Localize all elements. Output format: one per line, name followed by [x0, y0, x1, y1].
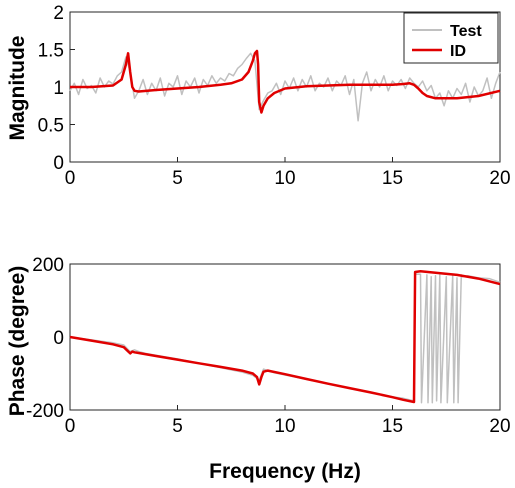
phase-x-tick-label: 5	[172, 416, 183, 437]
magnitude-x-tick-label: 15	[382, 168, 403, 189]
phase-x-tick-label: 0	[65, 416, 76, 437]
magnitude-y-ticks: 0 0.5 1 1.5 2	[38, 3, 75, 174]
magnitude-y-tick-label: 2	[53, 3, 64, 24]
magnitude-series-test	[69, 52, 501, 122]
magnitude-y-tick-label: 0	[53, 153, 64, 174]
phase-y-tick-label: 0	[53, 328, 64, 349]
legend-label-id: ID	[450, 43, 466, 60]
phase-x-tick-label: 10	[274, 416, 295, 437]
magnitude-y-tick-label: 1	[53, 78, 64, 99]
magnitude-x-tick-label: 0	[65, 168, 76, 189]
phase-x-tick-label: 15	[382, 416, 403, 437]
phase-x-axis-label: Frequency (Hz)	[209, 460, 361, 483]
phase-x-ticks: 0 5 10 15 20	[65, 405, 511, 437]
legend: Test ID	[403, 12, 499, 64]
phase-series	[69, 270, 501, 404]
phase-series-id	[69, 270, 501, 404]
phase-x-tick-label: 20	[489, 416, 510, 437]
magnitude-x-tick-label: 5	[172, 168, 183, 189]
phase-y-tick-label: -200	[26, 401, 64, 422]
legend-box	[403, 12, 499, 64]
magnitude-x-tick-label: 10	[274, 168, 295, 189]
phase-y-tick-label: 200	[32, 255, 64, 276]
phase-y-ticks: -200 0 200	[26, 255, 75, 422]
magnitude-y-tick-label: 0.5	[38, 116, 64, 137]
magnitude-y-axis-label: Magnitude	[6, 36, 29, 141]
magnitude-x-tick-label: 20	[489, 168, 510, 189]
legend-label-test: Test	[450, 23, 482, 40]
magnitude-series-id	[70, 49, 501, 114]
magnitude-y-tick-label: 1.5	[38, 41, 64, 62]
magnitude-x-ticks: 0 5 10 15 20	[65, 157, 511, 189]
magnitude-plot: 0 5 10 15 20 0 0.5 1 1.5 2 Magnitude Test ID	[6, 3, 511, 189]
magnitude-series	[69, 49, 501, 122]
phase-y-axis-label: Phase (degree)	[6, 266, 29, 417]
